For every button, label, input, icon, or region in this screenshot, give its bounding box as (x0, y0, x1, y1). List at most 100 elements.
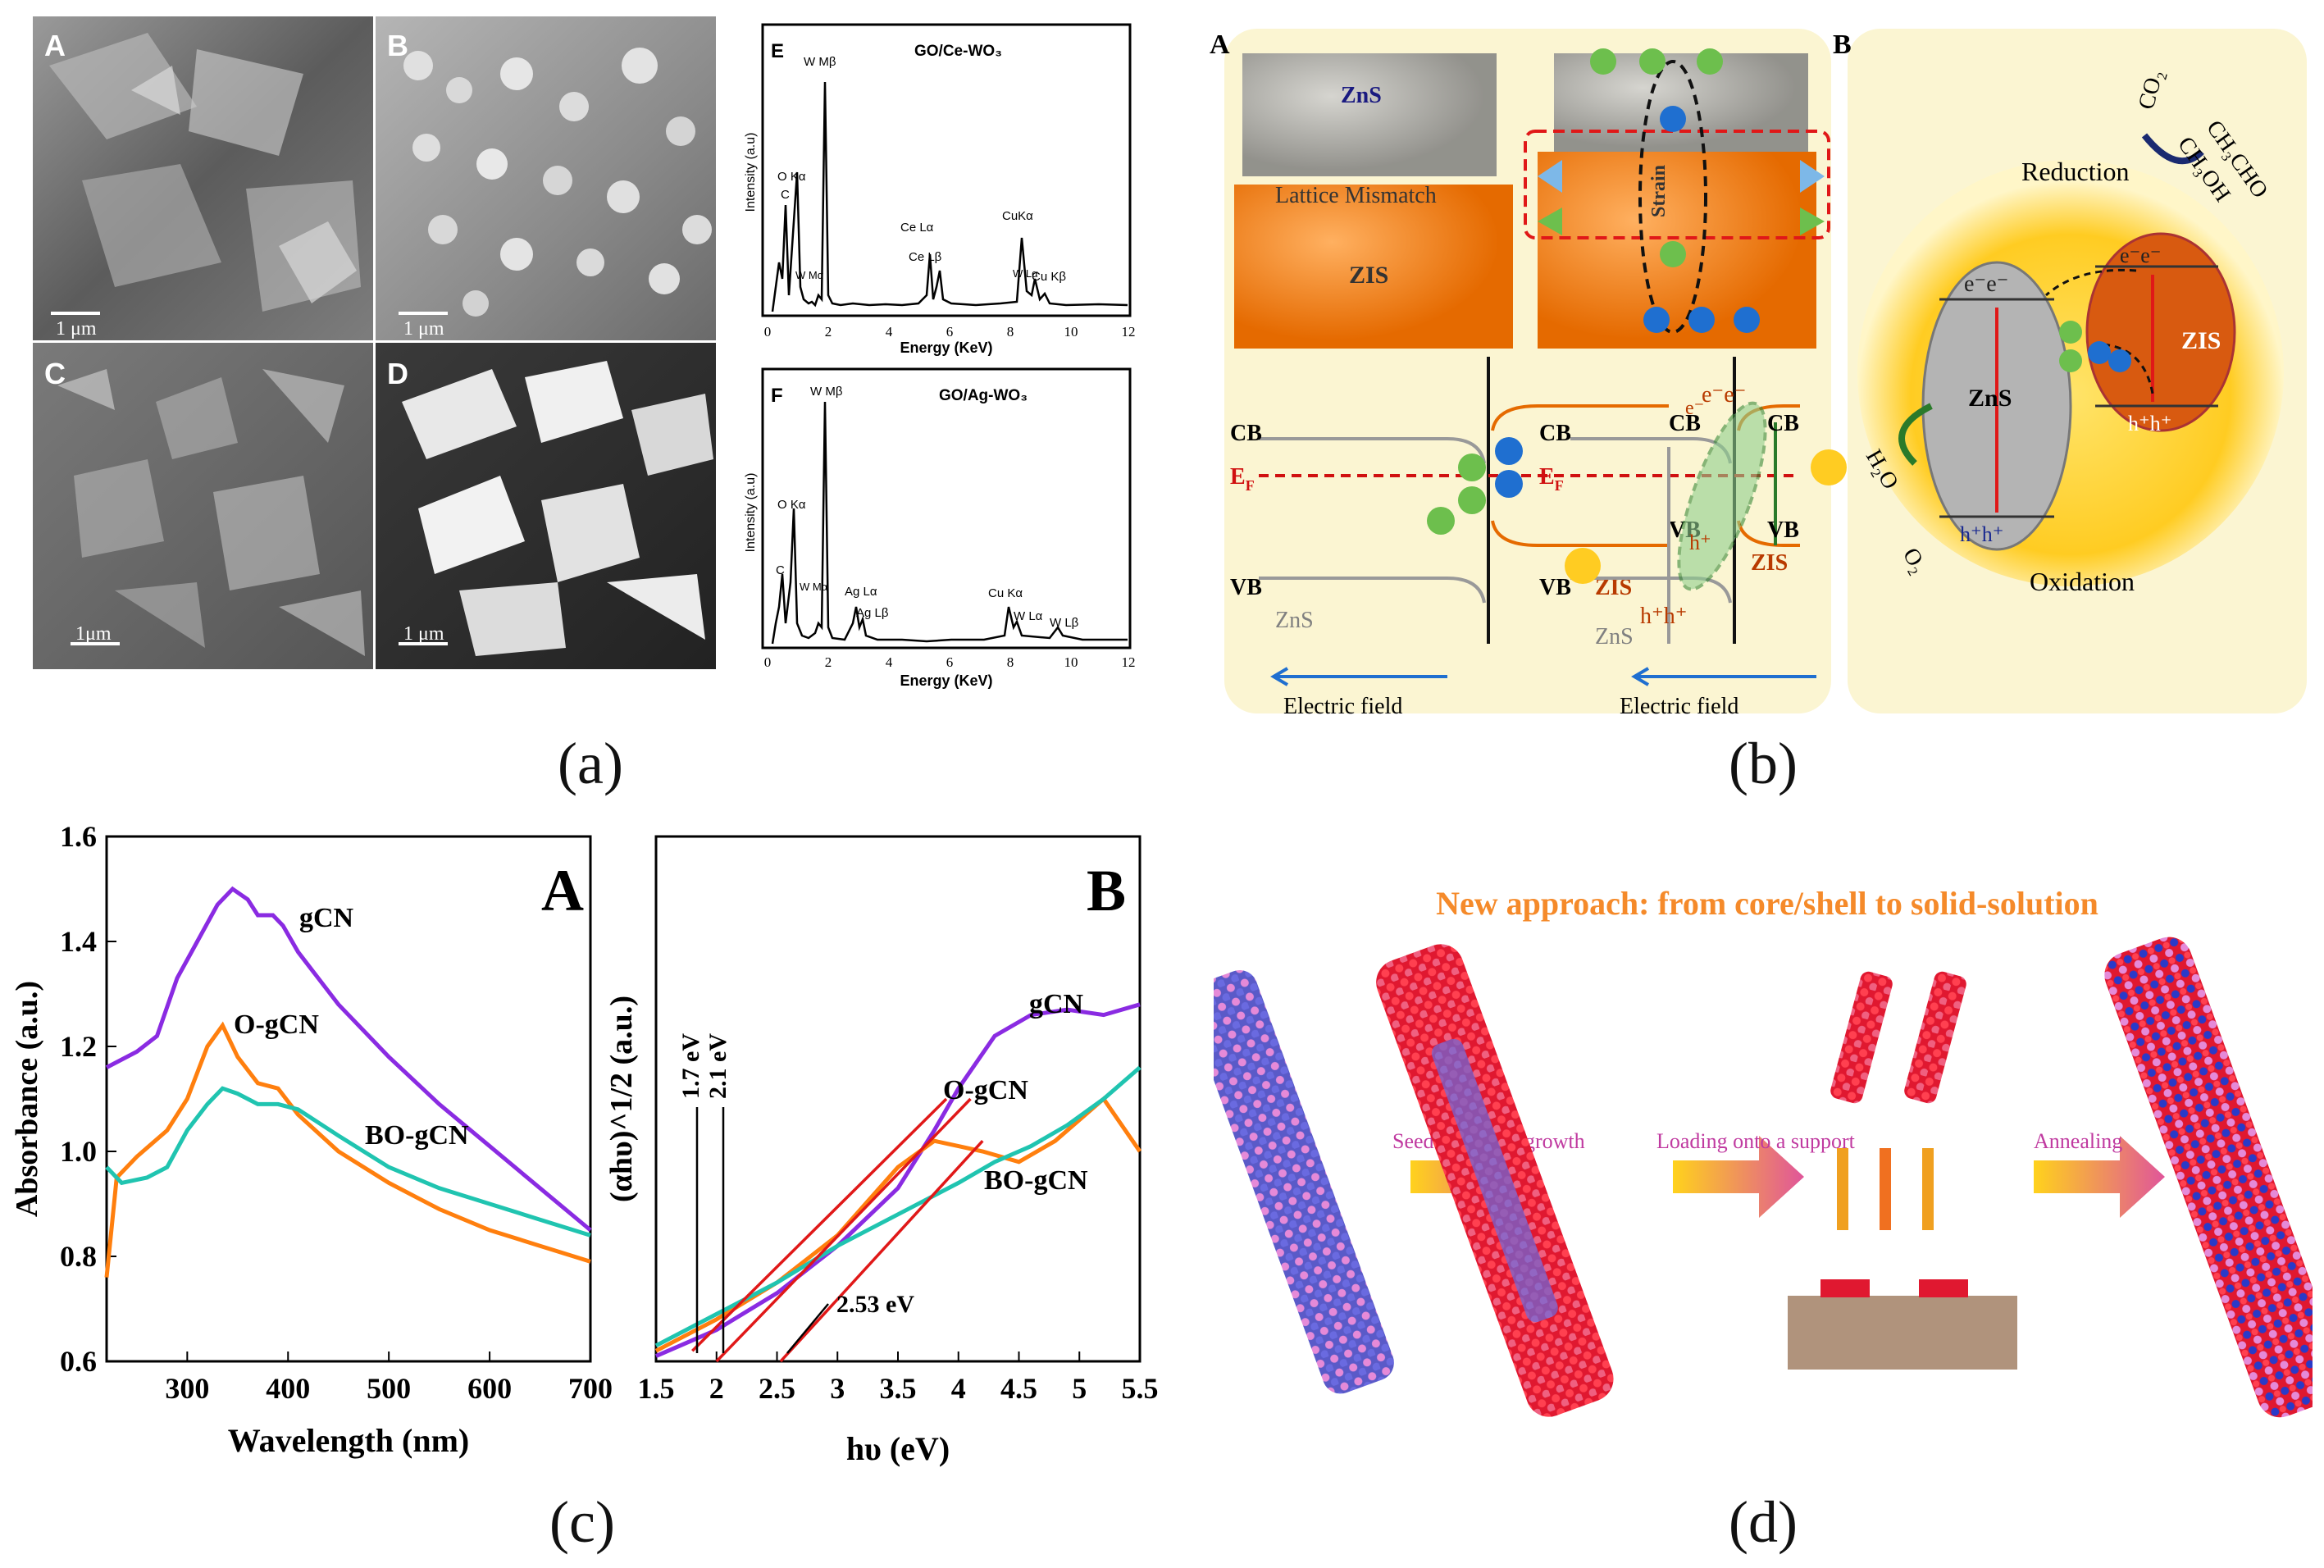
sem-label-c: C (44, 357, 66, 390)
zns-core-label: ZnS (1968, 385, 2012, 412)
sem-label-d: D (387, 357, 408, 390)
oxidation-label: Oxidation (2030, 567, 2135, 596)
eds-e-label: E (771, 40, 784, 62)
scale-label-a: 1 μm (56, 318, 97, 340)
electric-field-label-right: Electric field (1620, 694, 1738, 718)
electron-label: e⁻ (1685, 398, 1704, 419)
series-label-O-gCN: O-gCN (234, 1010, 319, 1040)
ef-label-left: EF (1230, 464, 1255, 494)
zis-shell-label: ZIS (2181, 327, 2221, 354)
eds-e-peak-cuka: CuKα (1002, 209, 1033, 223)
caption-d: (d) (1729, 1489, 1798, 1555)
tangent-line (715, 1097, 972, 1363)
sun-schematic (1857, 133, 2284, 586)
eds-e-tick: 4 (886, 324, 893, 340)
zns-lattice-label: ZnS (1341, 83, 1382, 108)
eds-f-tick: 4 (886, 654, 893, 670)
chart-b-plot: 1.5 2 2.5 3 3.5 4 4.5 5 5.5 gCN O-gCN BO-gCN (638, 989, 1159, 1405)
lattice-mismatch-label: Lattice Mismatch (1275, 183, 1437, 208)
zns-holes: h⁺h⁺ (1960, 522, 2003, 546)
cb-label-left-zis: CB (1669, 411, 1701, 436)
arrow-loading (1673, 1136, 1804, 1218)
y-tick-label: 1.2 (60, 1030, 97, 1063)
vb-label-left-zns: VB (1230, 575, 1262, 600)
core-nanorod (1186, 969, 1394, 1394)
y-tick-label: 0.8 (60, 1240, 97, 1273)
eds-e-tick: 8 (1007, 324, 1014, 340)
eds-spectrum-f: F GO/Ag-WO₃ O Kα C W Mβ W Mα Ag Lα Ag Lβ… (744, 367, 1136, 689)
eds-e-tick: 12 (1122, 324, 1136, 340)
eds-e-tick: 0 (764, 324, 772, 340)
chart-b-label: B (1087, 858, 1126, 923)
caption-b: (b) (1729, 731, 1798, 796)
series-label-gCN: gCN (299, 903, 354, 933)
series-label-gCN: gCN (1029, 989, 1084, 1019)
eds-e-peak-cela: Ce Lα (900, 221, 934, 235)
eds-f-tick: 6 (946, 654, 954, 670)
eds-f-peak-agla: Ag Lα (845, 585, 877, 599)
x-tick-label: 600 (467, 1372, 512, 1405)
sem-label-a: A (44, 29, 66, 62)
x-tick-label: 500 (367, 1372, 411, 1405)
zns-lattice-left: ZnS (1242, 53, 1497, 176)
x-tick-label: 3.5 (880, 1372, 917, 1405)
eds-e-peak-wmb: W Mβ (804, 55, 836, 69)
chart-a-label: A (541, 858, 584, 923)
ef-subscript: F (1246, 477, 1255, 494)
band-diagram-right (1570, 357, 1816, 686)
series-line-BO-gCN (654, 1065, 1141, 1348)
x-tick-label: 5 (1072, 1372, 1087, 1405)
eds-f-tick: 12 (1122, 654, 1136, 670)
ef-symbol: E (1539, 464, 1555, 490)
panel-d-title: New approach: from core/shell to solid-s… (1436, 886, 2098, 922)
x-tick-label: 3 (830, 1372, 845, 1405)
y-tick-label: 1.0 (60, 1135, 97, 1168)
ef-symbol: E (1230, 464, 1246, 490)
caption-c: (c) (549, 1489, 615, 1555)
x-tick-label: 2 (709, 1372, 724, 1405)
zis-holes: h⁺h⁺ (2128, 412, 2171, 435)
step-annealing-label: Annealing (2034, 1129, 2122, 1153)
vb-label-right-zis: VB (1767, 517, 1799, 543)
chart-a-ylabel: Absorbance (a.u.) (10, 981, 44, 1217)
chart-a-xlabel: Wavelength (nm) (228, 1422, 469, 1459)
eds-e-peak-ok: O Kα (777, 170, 806, 184)
scale-label-c: 1μm (75, 623, 112, 645)
eds-f-label: F (771, 385, 783, 407)
series-label-O-gCN: O-gCN (943, 1075, 1028, 1105)
eds-e-peak-wma: W Mα (795, 269, 824, 281)
eds-f-title: GO/Ag-WO₃ (939, 387, 1028, 404)
series-label-BO-gCN: BO-gCN (365, 1120, 469, 1151)
x-tick-label: 300 (165, 1372, 209, 1405)
hole-label: h⁺ (1689, 531, 1711, 554)
eds-e-peak-c: C (781, 188, 790, 202)
sem-image-c (33, 343, 373, 669)
eds-f-peak-ok: O Kα (777, 498, 806, 512)
chart-b-xlabel: hυ (eV) (846, 1430, 950, 1467)
x-tick-label: 2.5 (759, 1372, 795, 1405)
eds-e-title: GO/Ce-WO₃ (914, 43, 1002, 60)
strain-label: Strain (1648, 165, 1670, 217)
y-tick-label: 1.6 (60, 820, 97, 853)
eds-f-peak-wma: W Mα (800, 581, 828, 593)
panel-d-graphic: New approach: from core/shell to solid-s… (1186, 885, 2324, 1418)
step-loading-label: Loading onto a support (1656, 1129, 1856, 1153)
charges-left (1427, 437, 1523, 535)
hole-pair-label: h⁺h⁺ (1640, 604, 1688, 629)
series-label-BO-gCN: BO-gCN (984, 1165, 1088, 1196)
eds-e-peak-celb: Ce Lβ (909, 250, 942, 264)
eds-f-peak-wlb: W Lβ (1050, 616, 1079, 630)
caption-a: (a) (558, 731, 623, 796)
eds-e-tick: 2 (825, 324, 832, 340)
absorption-charts: A Wavelength (nm) Absorbance (a.u.) 300 4… (10, 820, 1159, 1467)
series-line-gCN (655, 1002, 1141, 1358)
chart-a-plot: 300 400 500 600 700 0.6 0.8 1.0 1.2 1.4 1.6 gCN O-gC… (60, 820, 613, 1405)
eds-f-peak-wmb: W Mβ (810, 385, 843, 399)
eds-f-peak-wla: W Lα (1014, 609, 1043, 623)
series-line-gCN (105, 886, 592, 1232)
zis-electrons: e⁻e⁻ (2120, 244, 2162, 267)
solid-solution-nanorod (2104, 937, 2324, 1418)
zns-band-label-left: ZnS (1275, 608, 1314, 633)
eds-f-tick: 8 (1007, 654, 1014, 670)
panel-b-graphic: A B ZnS Lattice Mismatch ZIS Strain (1210, 29, 2307, 719)
